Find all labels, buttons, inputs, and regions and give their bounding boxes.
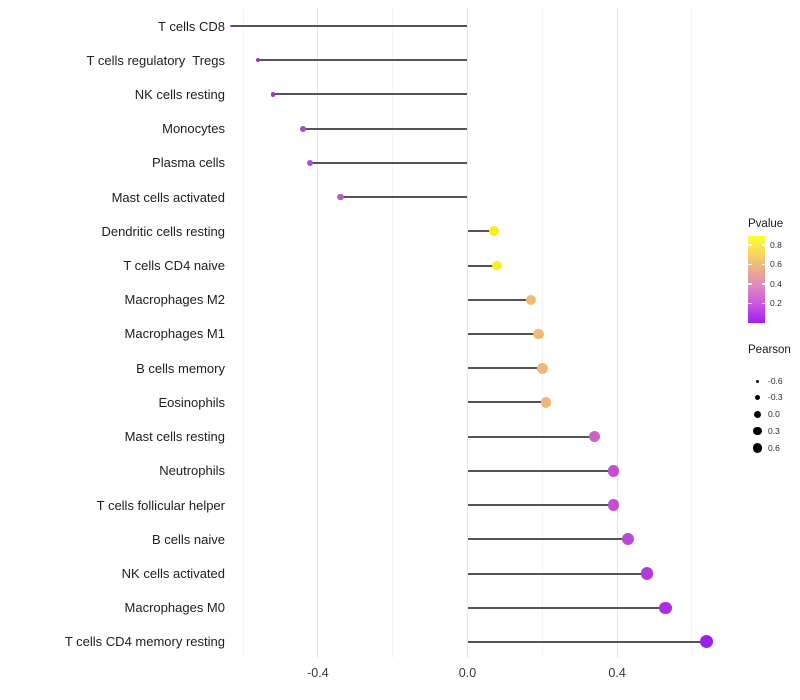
y-axis-label: T cells CD8	[158, 18, 225, 34]
colorbar-tick	[761, 283, 765, 285]
pearson-size-dot	[752, 443, 763, 453]
y-axis-label: Macrophages M0	[124, 600, 225, 616]
lollipop-stem	[467, 469, 614, 472]
pearson-size-dot	[753, 427, 762, 436]
y-axis-label: T cells CD4 memory resting	[64, 634, 225, 650]
y-axis-label: Mast cells resting	[124, 429, 225, 445]
lollipop-dot	[230, 24, 234, 28]
grid-major-line	[616, 8, 618, 658]
lollipop-dot	[525, 294, 537, 305]
y-axis-label: Mast cells activated	[111, 189, 225, 205]
lollipop-stem	[467, 435, 595, 438]
colorbar-tick-label: 0.6	[770, 259, 782, 269]
lollipop-dot	[492, 260, 503, 271]
pearson-size-dot	[754, 411, 761, 418]
lollipop-dot	[607, 499, 620, 511]
lollipop-dot	[700, 635, 714, 649]
grid-minor-line	[691, 8, 693, 658]
y-axis-label: B cells memory	[136, 360, 225, 376]
pvalue-legend-title: Pvalue	[748, 218, 784, 230]
grid-major-line	[317, 8, 319, 658]
y-axis-label: B cells naive	[152, 531, 225, 547]
colorbar-tick	[761, 244, 765, 246]
colorbar-tick	[748, 263, 752, 266]
lollipop-dot	[488, 226, 499, 237]
lollipop-dot	[622, 533, 635, 546]
lollipop-dot	[270, 92, 276, 97]
x-tick-label: 0.0	[458, 666, 477, 680]
lollipop-stem	[467, 538, 629, 541]
y-axis-label: Macrophages M2	[124, 292, 225, 308]
lollipop-stem	[231, 25, 468, 27]
colorbar-tick	[761, 263, 765, 266]
y-axis-label: Dendritic cells resting	[101, 223, 225, 239]
pearson-size-dot	[754, 395, 761, 401]
pearson-size-dot	[756, 379, 759, 383]
colorbar-tick-label: 0.2	[770, 298, 782, 308]
pearson-size-label: 0.3	[768, 425, 780, 436]
pvalue-colorbar: 0.8 0.6 0.4 0.2	[748, 236, 782, 323]
lollipop-stem	[340, 196, 468, 199]
colorbar-tick	[748, 244, 752, 246]
lollipop-stem	[467, 367, 543, 370]
y-axis-label: Monocytes	[162, 121, 225, 137]
y-axis-label: Neutrophils	[159, 463, 225, 479]
lollipop-stem	[273, 93, 468, 96]
y-axis-label: T cells regulatory Tregs	[86, 52, 225, 68]
lollipop-dot	[659, 601, 672, 614]
y-axis-label: NK cells activated	[121, 566, 225, 582]
y-axis-label: Plasma cells	[152, 155, 225, 171]
pvalue-legend: Pvalue 0.8 0.6 0.4 0.2	[748, 218, 784, 323]
grid-minor-line	[242, 8, 244, 658]
pearson-size-label: 0.0	[768, 409, 780, 419]
x-tick-label: 0.4	[608, 666, 626, 680]
y-axis-label: NK cells resting	[134, 86, 225, 102]
lollipop-dot	[607, 465, 620, 477]
y-axis-label: T cells CD4 naive	[123, 258, 225, 274]
colorbar-tick-label: 0.8	[770, 239, 782, 250]
x-tick-label: -0.4	[307, 666, 329, 680]
colorbar-tick	[761, 302, 765, 305]
lollipop-dot	[533, 328, 544, 340]
lollipop-dot	[300, 125, 306, 132]
pearson-size-label: -0.3	[768, 392, 783, 403]
colorbar-tick	[748, 302, 752, 305]
lollipop-dot	[640, 567, 654, 580]
lollipop-dot	[588, 430, 601, 443]
lollipop-stem	[467, 298, 532, 301]
lollipop-stem	[302, 127, 468, 130]
lollipop-dot	[307, 159, 314, 166]
grid-minor-line	[392, 8, 394, 658]
lollipop-stem	[467, 572, 648, 575]
colorbar-tick-label: 0.4	[770, 278, 782, 289]
y-axis-label: T cells follicular helper	[96, 497, 225, 513]
lollipop-dot	[536, 362, 548, 374]
pearson-size-label: -0.6	[768, 375, 783, 386]
lollipop-stem	[467, 332, 539, 335]
lollipop-stem	[467, 504, 614, 507]
lollipop-stem	[467, 401, 547, 404]
lollipop-dot	[336, 193, 344, 201]
y-axis-label: Eosinophils	[158, 394, 226, 410]
pearson-legend: Pearson -0.6 -0.3 0.0 0.3 0.6	[748, 344, 791, 453]
y-axis-label: Macrophages M1	[124, 326, 225, 342]
pearson-size-label: 0.6	[768, 442, 780, 453]
lollipop-dot	[255, 58, 261, 63]
lollipop-stem	[467, 264, 498, 267]
colorbar-tick	[748, 283, 752, 285]
lollipop-stem	[258, 59, 468, 62]
lollipop-dot	[540, 397, 552, 408]
lollipop-stem	[310, 161, 468, 164]
lollipop-stem	[467, 640, 707, 643]
pearson-legend-title: Pearson	[748, 344, 791, 356]
lollipop-stem	[467, 606, 666, 609]
lollipop-stem	[467, 230, 494, 233]
